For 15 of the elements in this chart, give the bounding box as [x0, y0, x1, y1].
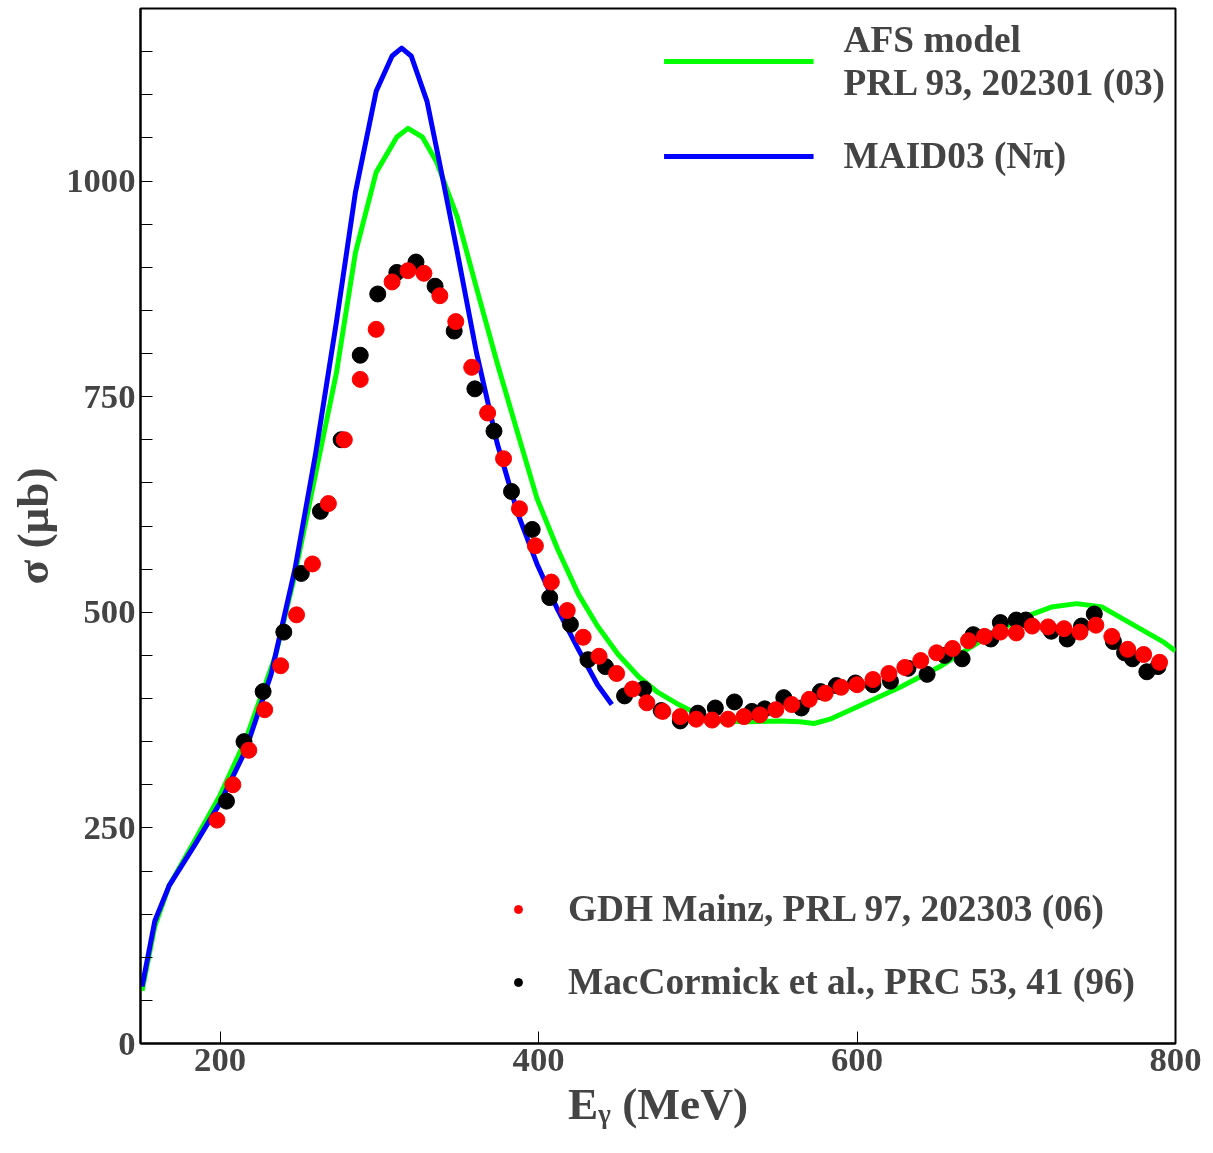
legend-label: MacCormick et al., PRC 53, 41 (96): [567, 960, 1135, 1003]
legend-label: AFS model PRL 93, 202301 (03): [843, 18, 1165, 104]
y-tick-label: 0: [118, 1023, 136, 1062]
x-tick-label: 800: [1149, 1039, 1202, 1078]
legend-label: MAID03 (Nπ): [843, 134, 1067, 177]
y-tick-label: 750: [83, 376, 136, 415]
y-tick-label: 1000: [66, 161, 136, 199]
x-axis-title: Eᵧ (MeV): [567, 1078, 749, 1129]
x-tick-label: 200: [194, 1039, 247, 1078]
x-tick-label: 600: [831, 1039, 884, 1078]
y-tick-label: 500: [83, 592, 136, 631]
legend-label: GDH Mainz, PRL 97, 202303 (06): [567, 887, 1105, 930]
y-tick-label: 250: [83, 807, 136, 846]
x-tick-label: 400: [512, 1039, 565, 1078]
y-axis-title: σ (μb): [8, 467, 59, 585]
